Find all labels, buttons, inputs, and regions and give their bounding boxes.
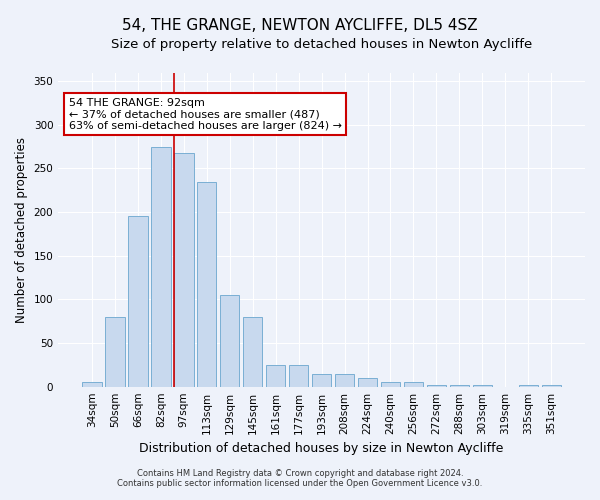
Y-axis label: Number of detached properties: Number of detached properties <box>15 136 28 322</box>
Bar <box>473 385 492 386</box>
Bar <box>174 153 194 386</box>
Title: Size of property relative to detached houses in Newton Aycliffe: Size of property relative to detached ho… <box>111 38 532 51</box>
Bar <box>82 382 101 386</box>
Bar <box>266 365 286 386</box>
Bar <box>518 385 538 386</box>
Text: Contains public sector information licensed under the Open Government Licence v3: Contains public sector information licen… <box>118 478 482 488</box>
Bar <box>220 295 239 386</box>
Bar <box>243 317 262 386</box>
Bar <box>105 317 125 386</box>
X-axis label: Distribution of detached houses by size in Newton Aycliffe: Distribution of detached houses by size … <box>139 442 504 455</box>
Bar <box>358 378 377 386</box>
Text: 54 THE GRANGE: 92sqm
← 37% of detached houses are smaller (487)
63% of semi-deta: 54 THE GRANGE: 92sqm ← 37% of detached h… <box>69 98 342 131</box>
Bar <box>151 146 170 386</box>
Bar <box>312 374 331 386</box>
Bar <box>404 382 423 386</box>
Text: Contains HM Land Registry data © Crown copyright and database right 2024.: Contains HM Land Registry data © Crown c… <box>137 468 463 477</box>
Text: 54, THE GRANGE, NEWTON AYCLIFFE, DL5 4SZ: 54, THE GRANGE, NEWTON AYCLIFFE, DL5 4SZ <box>122 18 478 32</box>
Bar <box>449 385 469 386</box>
Bar <box>542 385 561 386</box>
Bar <box>128 216 148 386</box>
Bar <box>381 382 400 386</box>
Bar <box>427 385 446 386</box>
Bar <box>335 374 355 386</box>
Bar <box>197 182 217 386</box>
Bar <box>289 365 308 386</box>
